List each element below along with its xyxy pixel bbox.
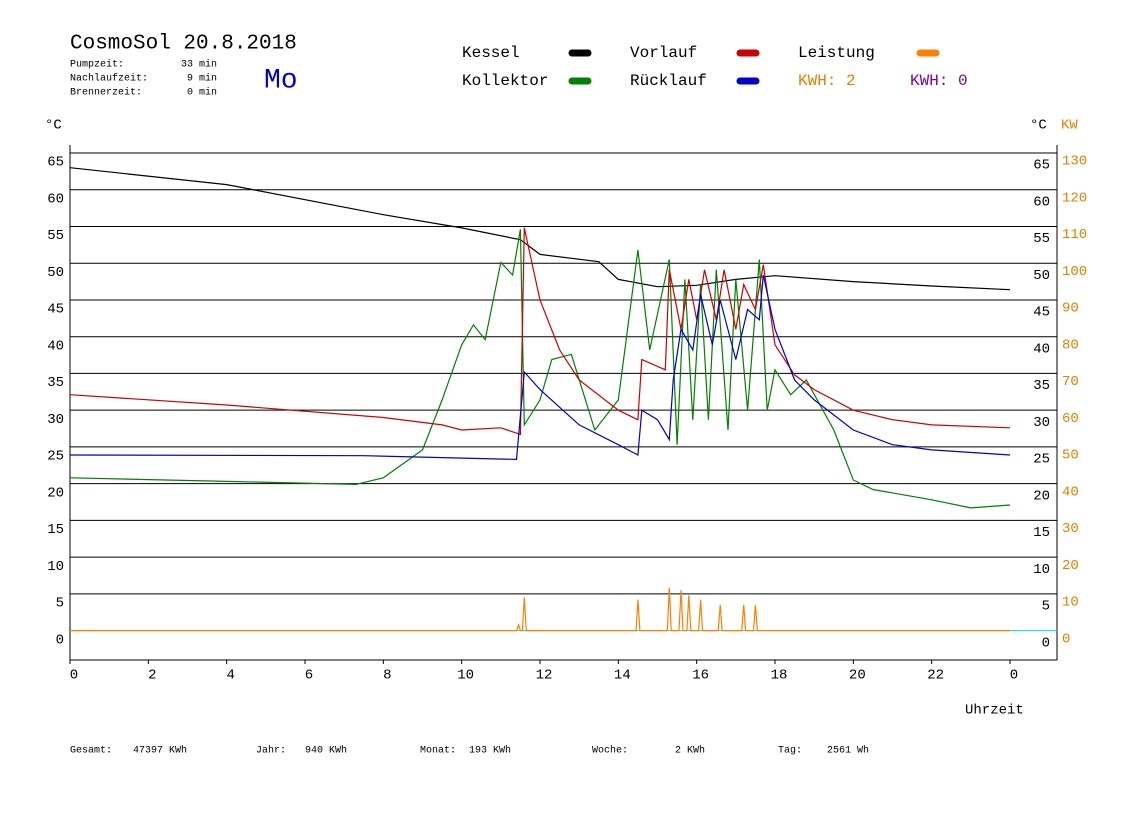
y-tick-label-right: 0: [1042, 635, 1050, 651]
y2-tick-label: 30: [1062, 521, 1079, 537]
y2-tick-label: 20: [1062, 558, 1079, 574]
y-tick-label-right: 65: [1033, 158, 1050, 174]
y-tick-label: 10: [47, 559, 64, 575]
y2-tick-label: 100: [1062, 264, 1087, 280]
x-tick-label: 0: [1010, 668, 1018, 684]
y2-axis-label-left: °C: [1030, 118, 1047, 134]
series-line: [69, 167, 1011, 291]
y2-tick-label: 40: [1062, 484, 1079, 500]
x-tick-label: 12: [536, 668, 553, 684]
x-tick-label: 14: [614, 668, 631, 684]
total-value: 193 KWh: [469, 745, 511, 757]
info-value: 9 min: [187, 73, 217, 85]
legend-label: Leistung: [798, 44, 875, 62]
y2-tick-label: 60: [1062, 411, 1079, 427]
series-line: [69, 274, 1011, 461]
info-value: 33 min: [181, 59, 217, 71]
x-tick-label: 22: [927, 668, 944, 684]
y-tick-label: 15: [47, 522, 64, 538]
y-tick-label: 45: [47, 302, 64, 318]
x-axis-label: Uhrzeit: [965, 703, 1024, 719]
y-tick-label-right: 40: [1033, 341, 1050, 357]
y-tick-label-right: 15: [1033, 525, 1050, 541]
y-axis-label: °C: [45, 118, 62, 134]
y-tick-label-right: 10: [1033, 562, 1050, 578]
total-value: 940 KWh: [305, 745, 347, 757]
x-tick-label: 2: [148, 668, 156, 684]
y2-tick-label: 50: [1062, 448, 1079, 464]
y2-tick-label: 120: [1062, 190, 1087, 206]
x-tick-label: 16: [692, 668, 709, 684]
total-value: 2561 Wh: [827, 745, 869, 757]
legend-label: Kessel: [462, 44, 520, 62]
y-tick-label: 5: [56, 596, 64, 612]
y-tick-label-right: 25: [1033, 452, 1050, 468]
chart-title: CosmoSol 20.8.2018: [70, 33, 297, 56]
info-label: Brennerzeit:: [70, 87, 142, 99]
y-tick-label: 40: [47, 338, 64, 354]
info-label: Pumpzeit:: [70, 59, 124, 71]
total-label: Tag:: [778, 746, 802, 757]
x-tick-label: 20: [849, 668, 866, 684]
info-label: Nachlaufzeit:: [70, 73, 148, 85]
y-tick-label-right: 60: [1033, 194, 1050, 210]
y-tick-label: 0: [56, 632, 64, 648]
legend-label: Rücklauf: [630, 72, 707, 90]
y-tick-label-right: 30: [1033, 415, 1050, 431]
y2-axis-label: KW: [1061, 118, 1078, 134]
total-label: Jahr:: [256, 745, 286, 757]
y-tick-label: 65: [47, 155, 64, 171]
total-label: Woche:: [592, 745, 628, 757]
y-tick-label-right: 45: [1033, 305, 1050, 321]
y2-tick-label: 80: [1062, 337, 1079, 353]
x-tick-label: 18: [771, 668, 788, 684]
y2-tick-label: 130: [1062, 154, 1087, 170]
y-tick-label-right: 50: [1033, 268, 1050, 284]
legend-label: Vorlauf: [630, 44, 697, 62]
x-tick-label: 10: [457, 668, 474, 684]
series-line: [70, 587, 1010, 632]
total-value: 47397 KWh: [133, 745, 187, 757]
y-tick-label: 50: [47, 265, 64, 281]
y-tick-label: 60: [47, 191, 64, 207]
info-value: 0 min: [187, 87, 217, 99]
series-line: [69, 227, 1011, 436]
kwh-label: KWH: 2: [798, 72, 856, 90]
y-tick-label-right: 55: [1033, 231, 1050, 247]
y2-tick-label: 110: [1062, 227, 1087, 243]
total-value: 2 KWh: [675, 745, 705, 757]
total-label: Monat:: [420, 746, 456, 757]
y-tick-label: 20: [47, 485, 64, 501]
y-tick-label-right: 20: [1033, 488, 1050, 504]
y-tick-label: 25: [47, 449, 64, 465]
y-tick-label: 55: [47, 228, 64, 244]
x-tick-label: 0: [70, 668, 78, 684]
y2-tick-label: 90: [1062, 301, 1079, 317]
day-label: Mo: [264, 65, 298, 96]
kwh-label: KWH: 0: [910, 72, 968, 90]
legend-label: Kollektor: [462, 72, 548, 90]
y-tick-label-right: 35: [1033, 378, 1050, 394]
x-tick-label: 8: [383, 668, 391, 684]
y-tick-label: 30: [47, 412, 64, 428]
total-label: Gesamt:: [70, 746, 112, 757]
series-line: [69, 229, 1011, 509]
y-tick-label: 35: [47, 375, 64, 391]
y-tick-label-right: 5: [1042, 599, 1050, 615]
y2-tick-label: 10: [1062, 595, 1079, 611]
x-tick-label: 4: [226, 668, 234, 684]
x-tick-label: 6: [305, 668, 313, 684]
y2-tick-label: 0: [1062, 631, 1070, 647]
y2-tick-label: 70: [1062, 374, 1079, 390]
